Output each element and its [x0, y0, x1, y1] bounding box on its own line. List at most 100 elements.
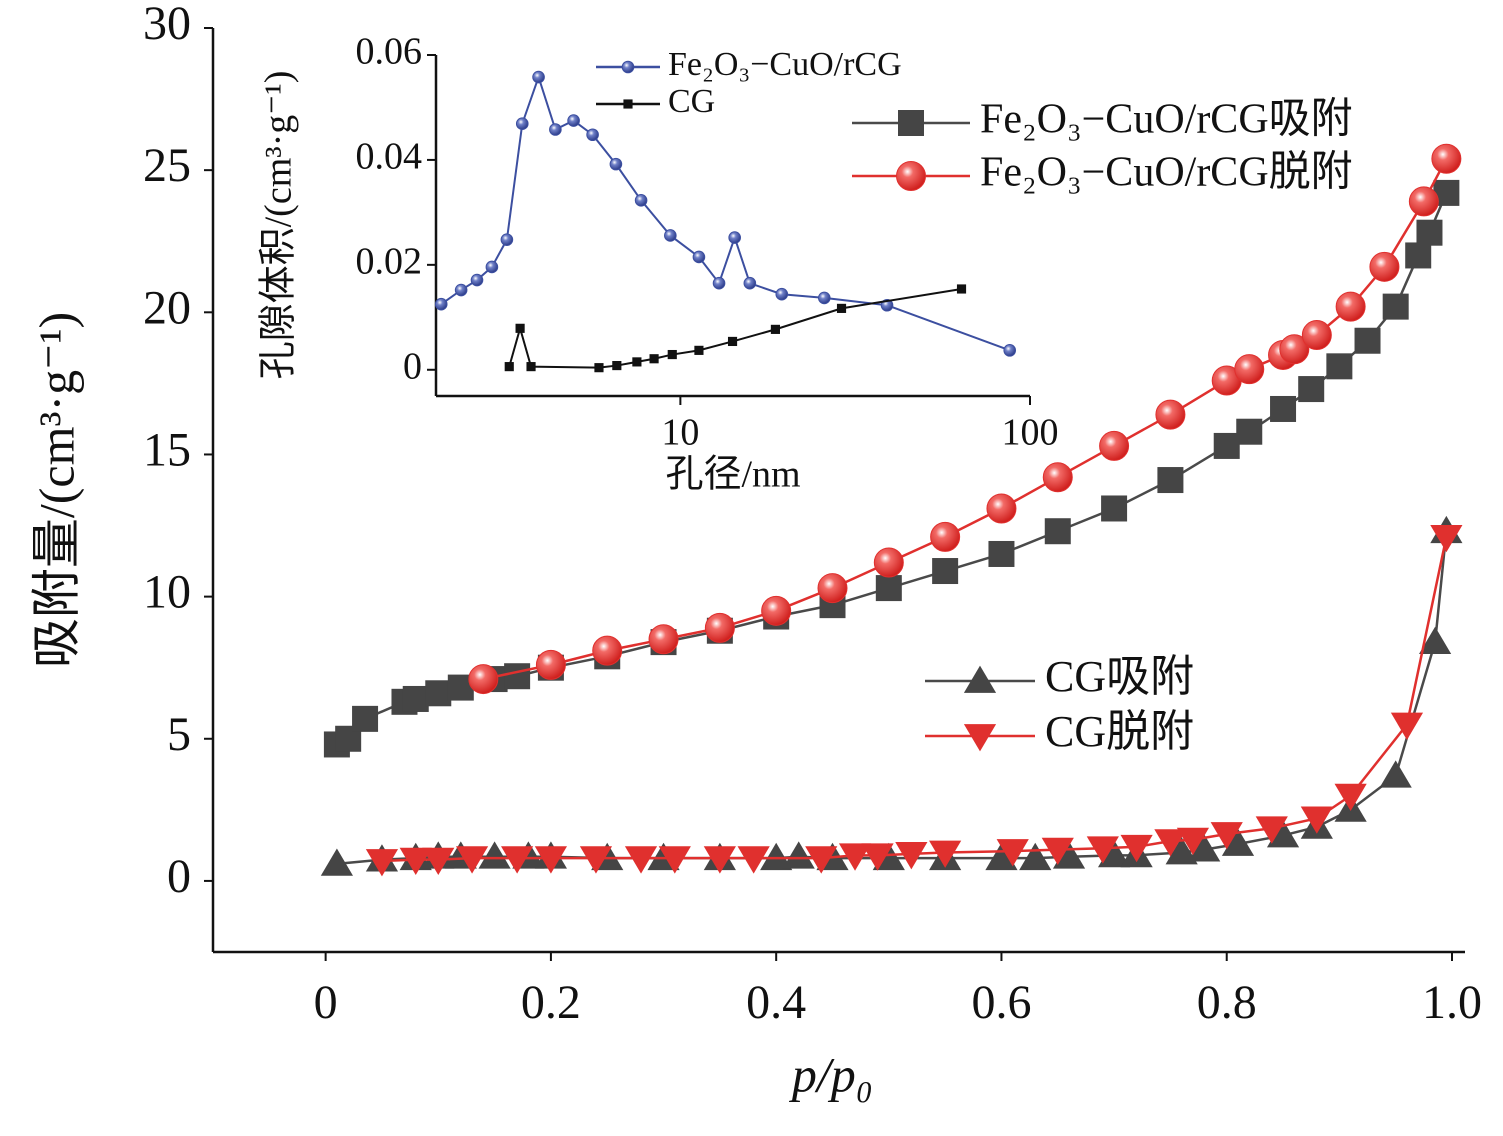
marker [1266, 820, 1300, 848]
marker [712, 276, 726, 290]
y-tick-label: 0.06 [356, 31, 423, 73]
marker [501, 846, 534, 874]
marker [1298, 376, 1325, 403]
legend-label: Fe₂O₃−CuO/rCG吸附 [980, 97, 1353, 143]
legend-marker [963, 665, 997, 693]
y-tick-label: 0 [403, 345, 422, 387]
marker [1221, 828, 1255, 856]
marker [422, 847, 455, 875]
marker [743, 276, 757, 290]
marker [703, 846, 736, 874]
marker [1334, 783, 1367, 812]
marker [468, 664, 499, 695]
marker [612, 360, 622, 371]
marker [454, 283, 468, 297]
marker [986, 493, 1017, 524]
marker [470, 273, 484, 287]
marker [500, 233, 514, 246]
marker [1176, 827, 1210, 856]
marker [478, 841, 511, 869]
marker [770, 324, 780, 334]
marker [895, 842, 928, 870]
marker [929, 840, 962, 868]
x-tick-label: 0.2 [521, 976, 581, 1029]
marker [579, 846, 613, 874]
marker [664, 229, 677, 242]
marker [352, 705, 379, 732]
marker [320, 848, 353, 876]
series-line [483, 158, 1448, 681]
marker [1052, 841, 1086, 869]
legend-marker [963, 724, 997, 752]
marker [1101, 495, 1128, 522]
marker [838, 843, 872, 871]
marker [1390, 712, 1424, 740]
marker [737, 846, 770, 874]
legend-label: Fe₂O₃−CuO/rCG脱附 [980, 150, 1353, 196]
x-tick-label: 10 [661, 412, 699, 454]
y-tick-label: 0.04 [356, 136, 423, 178]
marker [1408, 186, 1439, 217]
y-axis-label: 吸附量/(cm³·g⁻¹) [28, 312, 84, 668]
legend-marker [896, 161, 926, 191]
marker [624, 846, 658, 874]
marker [1236, 418, 1263, 445]
marker [515, 117, 529, 131]
marker [634, 194, 648, 207]
marker [1379, 760, 1412, 788]
marker [817, 573, 848, 604]
marker [873, 547, 904, 578]
x-axis-label: p/p₀ [789, 1046, 873, 1102]
marker [609, 157, 623, 171]
y-tick-label: 15 [143, 423, 191, 476]
marker [1097, 839, 1131, 868]
x-tick-label: 1.0 [1422, 976, 1482, 1029]
y-tick-label: 0 [167, 850, 191, 903]
series-line [336, 192, 1448, 746]
marker [1157, 467, 1184, 494]
marker [567, 114, 580, 127]
marker [1416, 219, 1443, 246]
marker [586, 128, 599, 142]
x-axis-label: 孔径/nm [665, 454, 800, 496]
marker [1270, 395, 1297, 422]
marker [485, 260, 499, 274]
marker [535, 649, 566, 680]
marker [1369, 251, 1400, 282]
y-axis-label: 孔隙体积/(cm³·g⁻¹) [258, 71, 300, 380]
marker [1430, 525, 1463, 553]
marker [930, 521, 961, 552]
marker [632, 357, 642, 367]
legend-marker [623, 99, 633, 109]
marker [985, 842, 1018, 871]
marker [592, 635, 623, 666]
y-tick-label: 25 [143, 139, 191, 192]
y-tick-label: 10 [143, 566, 191, 619]
marker [694, 345, 704, 355]
marker [549, 123, 562, 136]
marker [1300, 806, 1333, 834]
series-line [381, 536, 1448, 863]
x-tick-label: 0.4 [746, 976, 806, 1029]
marker [1003, 344, 1017, 357]
marker [782, 841, 815, 869]
marker [728, 231, 741, 244]
marker [692, 250, 706, 264]
marker [1279, 334, 1310, 365]
y-tick-label: 5 [167, 708, 191, 761]
x-tick-label: 0.6 [971, 976, 1031, 1029]
marker [932, 558, 959, 585]
legend-marker [621, 60, 635, 74]
marker [704, 612, 735, 643]
marker [515, 323, 525, 333]
marker [425, 680, 452, 707]
marker [1382, 293, 1409, 320]
marker [534, 846, 568, 874]
marker [1188, 834, 1221, 862]
marker [1210, 822, 1243, 850]
marker [1419, 626, 1452, 655]
marker [1405, 242, 1432, 269]
marker [836, 303, 847, 313]
x-tick-label: 0.8 [1197, 976, 1257, 1029]
